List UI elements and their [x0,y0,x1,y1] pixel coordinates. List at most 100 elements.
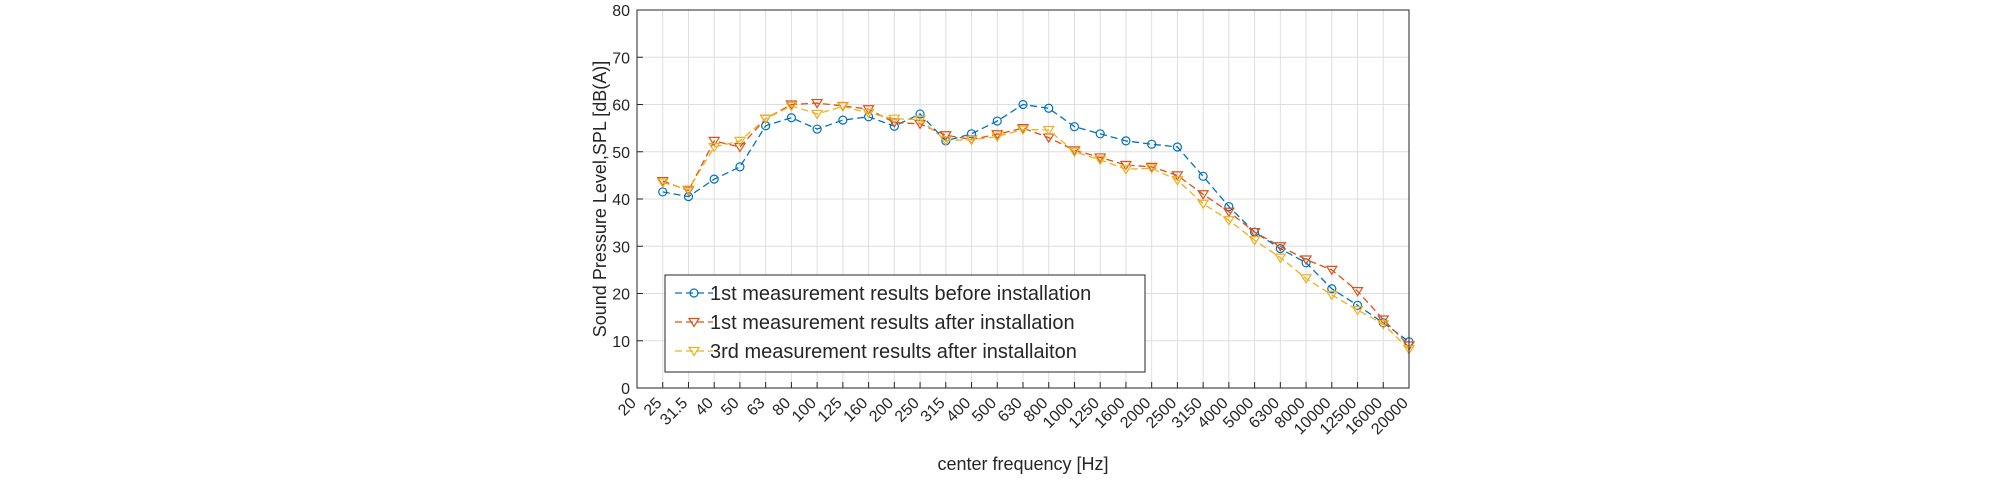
data-point [656,176,669,187]
legend-marker [687,346,701,357]
data-point [1147,139,1157,149]
data-point [709,174,719,184]
data-point [991,132,1004,143]
data-point [1197,199,1210,210]
legend-label: 1st measurement results after installati… [710,312,1075,334]
data-point [965,135,978,146]
data-point [1301,258,1311,268]
x-tick-label: 250 [892,395,923,426]
data-point [1121,136,1131,146]
data-point [733,136,747,147]
data-point [1016,124,1030,134]
data-point [1198,171,1208,181]
data-point [1145,162,1158,173]
data-point [1197,190,1210,200]
data-point [838,115,848,125]
y-tick-label: 80 [612,3,630,20]
data-point [1248,236,1261,246]
legend-marker [689,288,699,298]
data-point [1044,103,1054,113]
data-point [682,185,695,196]
data-point [1172,142,1183,152]
legend-marker [687,317,701,328]
x-tick-label: 125 [815,395,846,426]
data-point [1042,125,1055,136]
data-point [759,114,772,125]
data-point [1095,129,1105,139]
data-point [836,102,849,113]
data-point [1351,287,1364,297]
legend: 1st measurement results before installat… [664,274,1146,373]
data-point [785,100,798,111]
y-tick-label: 70 [612,50,630,67]
data-point [1171,171,1184,182]
x-tick-label: 50 [718,395,743,420]
data-point [915,109,925,119]
series-layer [656,98,1416,355]
series-line [662,102,1410,346]
x-axis-label: center frequency [Hz] [937,454,1108,474]
data-point [1248,227,1261,238]
axes-box [636,9,1410,389]
x-tick-label: 400 [943,395,974,426]
legend-box [664,274,1146,373]
data-point [1094,155,1107,166]
y-tick-label: 60 [612,98,630,115]
data-point [1377,320,1390,330]
data-point [1145,164,1158,174]
data-point [992,116,1002,126]
series-3 [656,101,1416,355]
legend-label: 3rd measurement results after installait… [710,341,1077,363]
legend-entry: 3rd measurement results after installait… [675,341,1077,363]
data-point [708,142,721,153]
data-point [708,136,721,147]
data-point [1299,255,1313,266]
data-point [939,136,952,147]
data-point [1325,265,1338,276]
data-point [811,109,824,120]
data-point [1274,253,1287,264]
data-point [785,101,798,112]
x-tick-label: 200 [866,395,897,426]
data-point [1171,176,1184,186]
data-point [812,124,822,134]
y-axis-label: Sound Pressure Level,SPL [dB(A)] [590,61,610,337]
data-point [1352,300,1363,310]
x-tick-label: 20 [615,395,640,420]
data-point [862,108,875,119]
data-point [811,98,824,109]
legend-entry: 1st measurement results after installati… [675,312,1075,334]
y-tick-label: 30 [612,239,630,256]
data-point [1222,216,1235,226]
data-point [1018,99,1028,110]
x-tick-label: 40 [692,395,717,420]
data-point [1222,207,1235,218]
data-point [913,115,927,126]
data-point [1274,242,1287,252]
data-point [1119,165,1133,175]
x-tick-label: 630 [995,395,1026,426]
legend-label: 1st measurement results before installat… [710,283,1091,305]
x-tick-label: 31.5 [657,395,691,429]
data-point [1299,274,1313,285]
data-point [735,162,745,172]
data-point [683,192,694,202]
data-point [761,121,771,131]
x-tick-label: 160 [841,395,872,426]
data-point [786,113,797,123]
data-point [656,178,669,189]
y-tick-label: 50 [612,145,630,162]
data-point [1094,153,1107,164]
y-tick-label: 10 [612,334,630,351]
data-point [1068,147,1081,158]
data-point [966,129,977,139]
data-point [888,114,901,125]
y-tick-label: 20 [612,287,630,304]
data-point [1377,315,1390,326]
data-point [888,118,901,129]
data-point [939,131,952,141]
data-point [1016,125,1030,136]
data-point [1224,201,1234,212]
series-line [662,105,1410,350]
